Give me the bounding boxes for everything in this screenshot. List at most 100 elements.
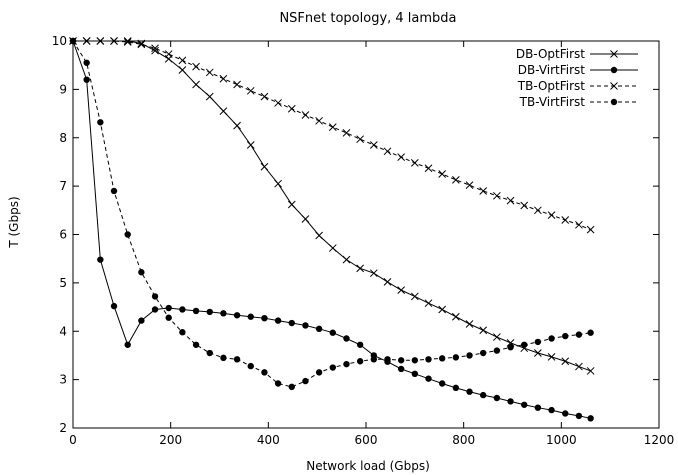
x-axis-label: Network load (Gbps)	[306, 459, 430, 473]
data-point	[534, 206, 542, 215]
data-point	[328, 244, 337, 252]
data-point	[452, 354, 460, 361]
data-point	[261, 369, 268, 376]
data-point	[82, 37, 91, 45]
data-point	[465, 181, 474, 190]
data-point	[369, 141, 378, 149]
y-tick-label: 3	[59, 373, 67, 387]
data-point	[315, 116, 323, 125]
data-point	[586, 225, 595, 234]
data-point	[192, 307, 200, 315]
data-point	[506, 196, 515, 205]
data-point	[124, 341, 131, 348]
legend-marker	[610, 66, 618, 74]
data-point	[493, 333, 501, 341]
data-point	[561, 357, 570, 366]
y-tick-label: 6	[59, 228, 67, 242]
data-point	[342, 255, 351, 264]
data-point	[205, 68, 214, 77]
data-point	[587, 329, 594, 336]
data-point	[369, 269, 378, 278]
y-tick-label: 10	[52, 34, 67, 48]
data-point	[246, 141, 255, 149]
data-point	[260, 92, 269, 101]
data-point	[246, 86, 255, 95]
data-point	[397, 365, 405, 373]
axes: 0 200 400 600 800 1000 1200 2 3 4 5 6 7 8 9 10	[52, 34, 675, 447]
data-point	[451, 175, 460, 184]
data-point	[179, 329, 186, 336]
data-point	[343, 360, 350, 368]
data-point	[438, 170, 447, 178]
y-tick-label: 9	[59, 82, 67, 96]
data-point	[465, 320, 474, 328]
data-point	[110, 302, 118, 310]
data-point	[233, 312, 241, 319]
data-point	[397, 286, 406, 294]
data-point	[219, 74, 228, 83]
data-point	[110, 37, 118, 45]
series-line	[73, 40, 591, 372]
data-point	[507, 344, 514, 351]
data-point	[274, 179, 282, 188]
legend-label: TB-OptFirst	[517, 79, 586, 93]
data-point	[370, 356, 378, 363]
data-point	[534, 338, 542, 346]
data-point	[83, 76, 90, 83]
y-axis-label: T (Gbps)	[7, 196, 21, 248]
data-point	[411, 370, 419, 378]
series-tb-optfirst	[69, 37, 595, 234]
data-point	[410, 159, 419, 167]
data-point	[493, 191, 501, 200]
data-point	[479, 326, 488, 335]
legend: DB-OptFirst DB-VirtFirst TB-OptFirst TB-Vir…	[516, 47, 638, 109]
data-point	[480, 349, 487, 357]
legend-marker	[610, 50, 618, 58]
data-point	[97, 256, 104, 263]
data-point	[96, 37, 105, 45]
series-tb-virtfirst	[69, 37, 594, 391]
data-point	[586, 367, 595, 375]
data-point	[97, 119, 104, 126]
data-point	[397, 357, 405, 364]
data-point	[466, 388, 473, 395]
data-point	[288, 383, 295, 391]
data-point	[548, 335, 555, 342]
data-point	[287, 104, 296, 113]
data-point	[137, 40, 146, 49]
data-point	[384, 356, 391, 363]
data-point	[220, 354, 227, 362]
data-point	[480, 391, 487, 399]
data-point	[356, 264, 364, 273]
data-point	[138, 317, 145, 324]
data-point	[329, 329, 336, 336]
y-tick-label: 8	[59, 131, 67, 145]
data-point	[451, 312, 460, 321]
series-db-virtfirst	[69, 37, 594, 422]
data-point	[575, 412, 583, 420]
data-point	[288, 319, 295, 327]
x-tick-label: 1200	[644, 433, 675, 447]
data-point	[233, 356, 241, 363]
x-tick-label: 200	[159, 433, 182, 447]
data-point	[575, 220, 583, 229]
data-point	[493, 347, 501, 354]
data-point	[137, 39, 146, 48]
data-point	[343, 335, 350, 342]
data-point	[192, 80, 200, 89]
data-point	[411, 357, 419, 364]
data-point	[69, 37, 77, 45]
data-point	[562, 332, 569, 340]
data-point	[342, 129, 351, 137]
data-point	[315, 369, 323, 376]
data-point	[438, 380, 446, 387]
data-point	[233, 80, 241, 89]
data-point	[562, 410, 569, 417]
data-point	[561, 216, 570, 224]
data-point	[493, 394, 501, 402]
data-point	[124, 231, 131, 238]
data-point	[302, 377, 309, 385]
data-point	[138, 269, 145, 276]
series-layer	[69, 37, 595, 422]
